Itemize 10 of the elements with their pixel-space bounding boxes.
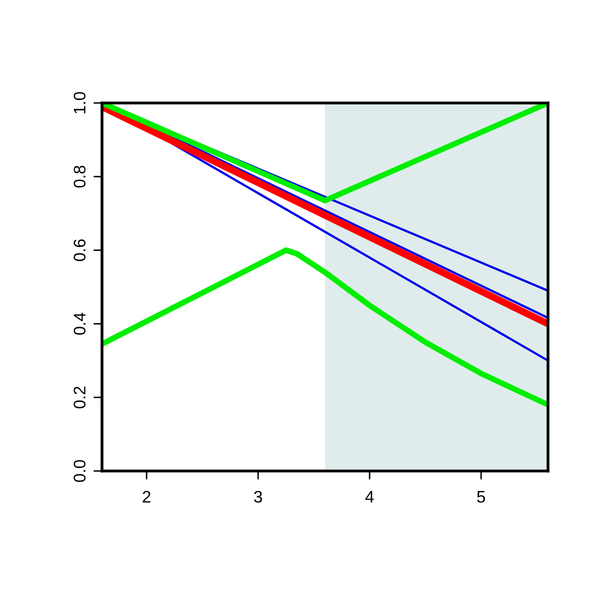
x-tick-label: 4 [365, 491, 374, 503]
y-tick-label: 0.4 [74, 312, 86, 335]
y-tick-label: 1.0 [74, 92, 86, 114]
y-tick-label: 0.8 [74, 166, 86, 188]
y-tick-label: 0.2 [74, 386, 86, 408]
y-tick-label: 0.6 [74, 239, 86, 262]
x-tick-label: 2 [142, 490, 150, 503]
y-tick-label: 0.0 [74, 460, 86, 482]
x-tick-label: 3 [254, 490, 262, 503]
x-tick-label: 5 [477, 491, 486, 503]
